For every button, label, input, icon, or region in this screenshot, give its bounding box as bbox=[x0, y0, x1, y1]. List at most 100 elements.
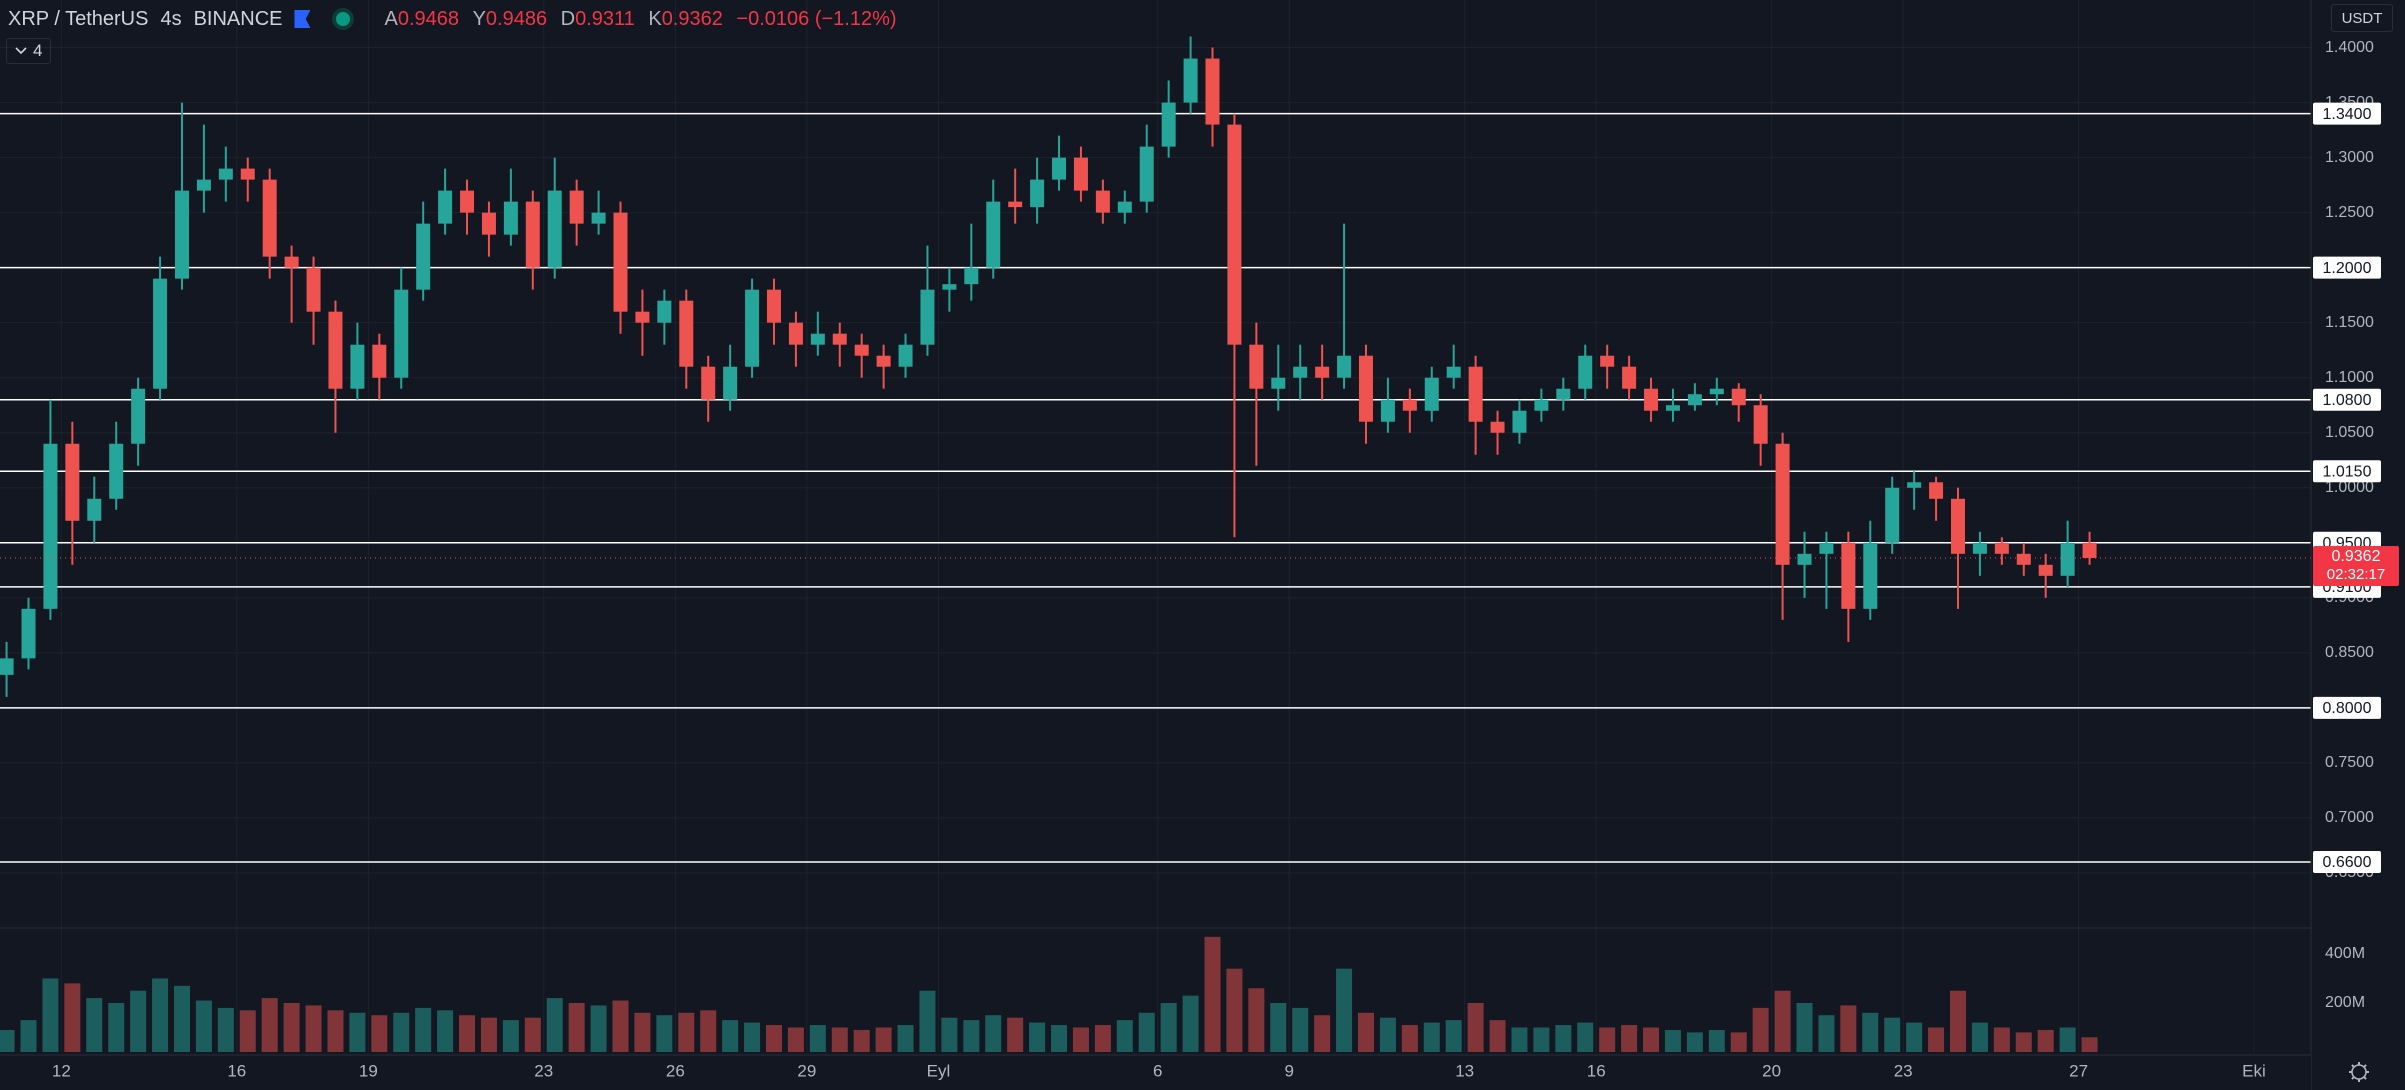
level-label-box bbox=[2313, 850, 2381, 873]
candle-body bbox=[306, 267, 321, 312]
candle-body bbox=[131, 388, 146, 444]
volume-bar bbox=[1204, 936, 1221, 1052]
x-tick-label: 6 bbox=[1153, 1061, 1162, 1080]
candle-body bbox=[920, 289, 935, 345]
candle-body bbox=[1117, 201, 1132, 213]
volume-bar bbox=[1226, 968, 1243, 1052]
candle-body bbox=[832, 333, 847, 345]
volume-bar bbox=[239, 1010, 256, 1052]
candle-body bbox=[591, 212, 606, 224]
ohlc: A0.9468 Y0.9486 D0.9311 K0.9362 −0.0106 … bbox=[376, 8, 896, 31]
volume-tick-label: 400M bbox=[2325, 945, 2365, 962]
volume-bar bbox=[1906, 1022, 1923, 1052]
candle-body bbox=[1424, 377, 1439, 411]
volume-bar bbox=[1445, 1020, 1462, 1052]
volume-bar bbox=[1029, 1022, 1046, 1052]
candle-body bbox=[328, 311, 343, 389]
y-tick-label: 1.1000 bbox=[2325, 369, 2374, 386]
y-tick-label: 0.7000 bbox=[2325, 809, 2374, 826]
candle-body bbox=[854, 344, 869, 356]
candle-body bbox=[196, 179, 211, 191]
candle-body bbox=[416, 223, 431, 290]
indicators-count: 4 bbox=[33, 41, 43, 60]
volume-bar bbox=[108, 1002, 125, 1052]
candle-body bbox=[1600, 355, 1615, 367]
volume-bar bbox=[1993, 1027, 2010, 1052]
candle-body bbox=[87, 498, 102, 521]
volume-bar bbox=[524, 1017, 541, 1052]
candle-body bbox=[1293, 366, 1308, 378]
level-label: 1.2000 bbox=[2323, 260, 2372, 277]
level-label: 1.0150 bbox=[2323, 463, 2372, 480]
candle-body bbox=[1578, 355, 1593, 389]
time-axis bbox=[0, 1055, 2311, 1090]
flag-icon[interactable] bbox=[294, 10, 311, 28]
candle-body bbox=[460, 190, 475, 213]
settings-icon[interactable] bbox=[2349, 1062, 2369, 1082]
volume-bar bbox=[2037, 1029, 2054, 1052]
candle-body bbox=[1929, 482, 1944, 499]
currency-button[interactable]: USDT bbox=[2331, 4, 2393, 32]
volume-bar bbox=[919, 990, 936, 1052]
candle-body bbox=[1556, 388, 1571, 400]
candle-body bbox=[1950, 498, 1965, 554]
volume-bar bbox=[415, 1007, 432, 1052]
y-tick-label: 1.0000 bbox=[2325, 479, 2374, 496]
gear-tooth bbox=[2363, 1064, 2367, 1068]
candle-body bbox=[810, 333, 825, 345]
y-tick-label: 0.8500 bbox=[2325, 644, 2374, 661]
x-tick-label: 9 bbox=[1285, 1061, 1294, 1080]
volume-tick-label: 200M bbox=[2325, 994, 2365, 1011]
volume-bar bbox=[831, 1027, 848, 1052]
candle-body bbox=[65, 443, 80, 521]
candle-body bbox=[262, 179, 277, 257]
candle-body bbox=[1775, 443, 1790, 565]
candle-body bbox=[613, 212, 628, 312]
volume-bar bbox=[152, 978, 169, 1052]
volume-bar bbox=[1686, 1032, 1703, 1052]
last-price-box bbox=[2313, 545, 2399, 586]
volume-bar bbox=[1357, 1012, 1374, 1052]
candle-body bbox=[43, 443, 58, 609]
candle-body bbox=[240, 168, 255, 180]
candle-body bbox=[745, 289, 760, 367]
volume-bar bbox=[1928, 1027, 1945, 1052]
volume-bar bbox=[1555, 1025, 1572, 1052]
gear-tooth bbox=[2351, 1076, 2355, 1080]
candle-body bbox=[1315, 366, 1330, 378]
volume-bar bbox=[195, 1000, 212, 1052]
volume-bar bbox=[1643, 1027, 1660, 1052]
volume-bar bbox=[1160, 1002, 1177, 1052]
x-tick-label: Eyl bbox=[927, 1061, 951, 1080]
candle-body bbox=[2060, 542, 2075, 576]
volume-bar bbox=[1182, 995, 1199, 1052]
volume-bar bbox=[612, 1000, 629, 1052]
volume-bar bbox=[678, 1012, 695, 1052]
candle-body bbox=[1972, 542, 1987, 554]
ohlc-key: Y bbox=[472, 7, 486, 30]
volume-bar bbox=[1599, 1027, 1616, 1052]
candle-body bbox=[1907, 482, 1922, 488]
indicators-toggle[interactable]: 4 bbox=[6, 38, 52, 64]
volume-bar bbox=[0, 1029, 15, 1052]
volume-bar bbox=[1949, 990, 1966, 1052]
candle-body bbox=[1030, 179, 1045, 208]
exchange: BINANCE bbox=[193, 7, 283, 30]
candle-body bbox=[1271, 377, 1286, 389]
candle-body bbox=[1819, 542, 1834, 554]
candle-body bbox=[2082, 542, 2097, 558]
level-label-box bbox=[2313, 102, 2381, 125]
candle-body bbox=[1468, 366, 1483, 422]
ohlc-value: 0.9468 bbox=[397, 7, 459, 30]
level-label: 1.0800 bbox=[2323, 392, 2372, 409]
volume-bar bbox=[173, 985, 190, 1052]
y-tick-label: 1.0500 bbox=[2325, 424, 2374, 441]
x-tick-label: 23 bbox=[1894, 1061, 1913, 1080]
volume-bar bbox=[1971, 1022, 1988, 1052]
ohlc-value: 0.9311 bbox=[575, 7, 635, 30]
x-tick-label: 23 bbox=[534, 1061, 553, 1080]
candle-body bbox=[701, 366, 716, 400]
candle-body bbox=[1227, 124, 1242, 345]
volume-bar bbox=[1774, 990, 1791, 1052]
